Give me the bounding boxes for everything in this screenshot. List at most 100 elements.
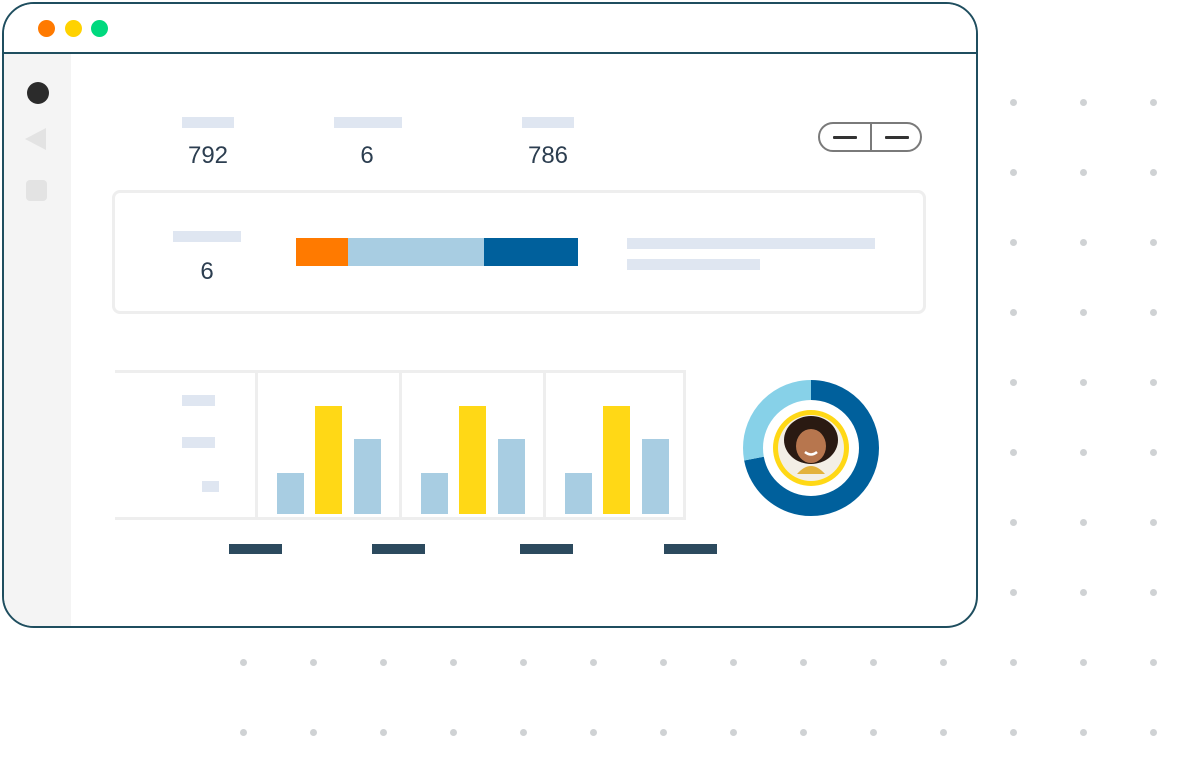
background-dot (1010, 519, 1017, 526)
stat-label-placeholder (522, 117, 574, 128)
background-dot (1150, 449, 1157, 456)
toggle-divider (870, 124, 872, 150)
stat-value: 6 (360, 142, 374, 169)
background-dot (1080, 169, 1087, 176)
background-dot (1150, 309, 1157, 316)
background-dot (1080, 379, 1087, 386)
title-bar (4, 4, 976, 54)
chart-bar (421, 473, 448, 514)
background-dot (310, 659, 317, 666)
close-button[interactable] (38, 20, 55, 37)
bar-chart (115, 370, 686, 520)
card-label-placeholder (173, 231, 241, 242)
toggle-option-right[interactable] (872, 124, 922, 150)
background-dot (1010, 659, 1017, 666)
background-dot (1150, 519, 1157, 526)
background-dot (240, 729, 247, 736)
chart-bar (277, 473, 304, 514)
stat-value: 786 (527, 142, 569, 169)
background-dot (450, 729, 457, 736)
progress-segment (484, 238, 578, 266)
background-dot (1080, 659, 1087, 666)
background-dot (1080, 239, 1087, 246)
chart-bar (459, 406, 486, 514)
background-dot (730, 659, 737, 666)
background-dot (870, 659, 877, 666)
background-dot (1150, 659, 1157, 666)
description-line-placeholder (627, 238, 875, 249)
background-dot (1080, 449, 1087, 456)
progress-segment (348, 238, 484, 266)
background-dot (1080, 309, 1087, 316)
background-dot (450, 659, 457, 666)
background-dot (1150, 99, 1157, 106)
background-dot (660, 729, 667, 736)
background-dot (1150, 729, 1157, 736)
chart-bar (565, 473, 592, 514)
background-dot (240, 659, 247, 666)
app-window (2, 2, 978, 628)
maximize-button[interactable] (91, 20, 108, 37)
square-icon[interactable] (26, 180, 47, 201)
donut-chart (743, 380, 879, 516)
circle-icon[interactable] (27, 82, 49, 104)
background-dot (1080, 519, 1087, 526)
background-dot (800, 659, 807, 666)
y-axis-label-placeholder (202, 481, 219, 492)
background-dot (310, 729, 317, 736)
background-dot (380, 659, 387, 666)
dash-icon (885, 136, 909, 139)
background-dot (800, 729, 807, 736)
background-dot (730, 729, 737, 736)
x-axis-label-placeholder (372, 544, 425, 554)
chart-divider (683, 370, 686, 520)
background-dot (1150, 169, 1157, 176)
chart-bar (603, 406, 630, 514)
avatar[interactable] (778, 415, 844, 481)
chart-bar (354, 439, 381, 514)
background-dot (380, 729, 387, 736)
chart-divider (255, 370, 258, 520)
background-dot (1010, 729, 1017, 736)
background-dot (870, 729, 877, 736)
chart-bar (642, 439, 669, 514)
sidebar (4, 54, 71, 626)
x-axis-label-placeholder (520, 544, 573, 554)
stat-value: 792 (187, 142, 229, 169)
background-dot (1150, 379, 1157, 386)
x-axis-label-placeholder (664, 544, 717, 554)
x-axis-label-placeholder (229, 544, 282, 554)
progress-segment (296, 238, 348, 266)
background-dot (520, 659, 527, 666)
toggle-option-left[interactable] (820, 124, 870, 150)
donut-segment (743, 380, 879, 516)
stat-label-placeholder (334, 117, 402, 128)
background-dot (1150, 239, 1157, 246)
dash-icon (833, 136, 857, 139)
back-triangle-icon[interactable] (25, 128, 46, 150)
segmented-progress-bar (296, 238, 578, 266)
y-axis-label-placeholder (182, 395, 215, 406)
background-dot (940, 729, 947, 736)
minimize-button[interactable] (65, 20, 82, 37)
chart-bar (315, 406, 342, 514)
background-dot (660, 659, 667, 666)
view-toggle[interactable] (818, 122, 922, 152)
background-dot (1010, 589, 1017, 596)
y-axis-label-placeholder (182, 437, 215, 448)
background-dot (1010, 449, 1017, 456)
background-dot (1010, 99, 1017, 106)
background-dot (1010, 309, 1017, 316)
background-dot (1010, 379, 1017, 386)
background-dot (1010, 239, 1017, 246)
background-dot (1080, 589, 1087, 596)
chart-divider (543, 370, 546, 520)
background-dot (590, 659, 597, 666)
description-line-placeholder (627, 259, 760, 270)
background-dot (1080, 99, 1087, 106)
background-dot (940, 659, 947, 666)
stat-label-placeholder (182, 117, 234, 128)
summary-card: 6 (112, 190, 926, 314)
card-value: 6 (200, 258, 214, 285)
